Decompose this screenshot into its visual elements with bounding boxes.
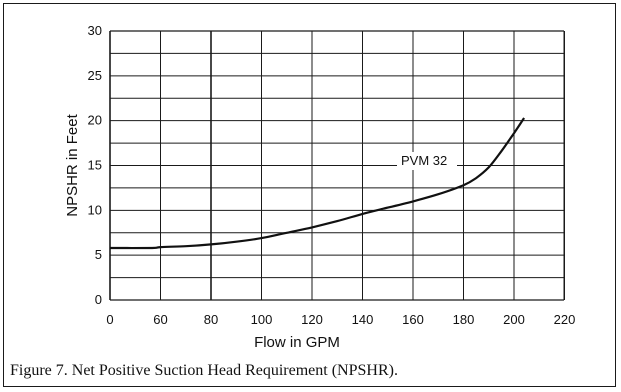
- x-tick-label: 160: [402, 312, 424, 327]
- y-tick-label: 0: [95, 292, 102, 307]
- y-tick-label: 10: [88, 202, 102, 217]
- y-tick-label: 25: [88, 68, 102, 83]
- x-tick-label: 120: [301, 312, 323, 327]
- x-tick-label: 180: [453, 312, 475, 327]
- npshr-curve-pvm-32: [109, 117, 526, 250]
- y-tick-label: 5: [95, 247, 102, 262]
- y-tick-label: 15: [88, 158, 102, 173]
- x-tick-label: 0: [106, 312, 113, 327]
- series-label-pvm-32: PVM 32: [401, 153, 447, 168]
- x-tick-label: 200: [503, 312, 525, 327]
- figure-caption: Figure 7. Net Positive Suction Head Requ…: [10, 362, 398, 379]
- y-tick-label: 20: [88, 113, 102, 128]
- x-tick-label: 80: [204, 312, 218, 327]
- x-tick-label: 100: [251, 312, 273, 327]
- x-tick-label: 140: [352, 312, 374, 327]
- x-tick-label: 220: [554, 312, 576, 327]
- x-axis-ticks: 0 60 80 100 120 140 160 180 200 220: [106, 312, 575, 327]
- chart-grid: [109, 30, 565, 301]
- y-axis-title: NPSHR in Feet: [64, 113, 81, 216]
- y-axis-ticks: 0 5 10 15 20 25 30: [88, 23, 102, 307]
- x-axis-title: Flow in GPM: [254, 334, 340, 351]
- y-tick-label: 30: [88, 23, 102, 38]
- series-label-background: [397, 152, 457, 170]
- x-tick-label: 60: [153, 312, 167, 327]
